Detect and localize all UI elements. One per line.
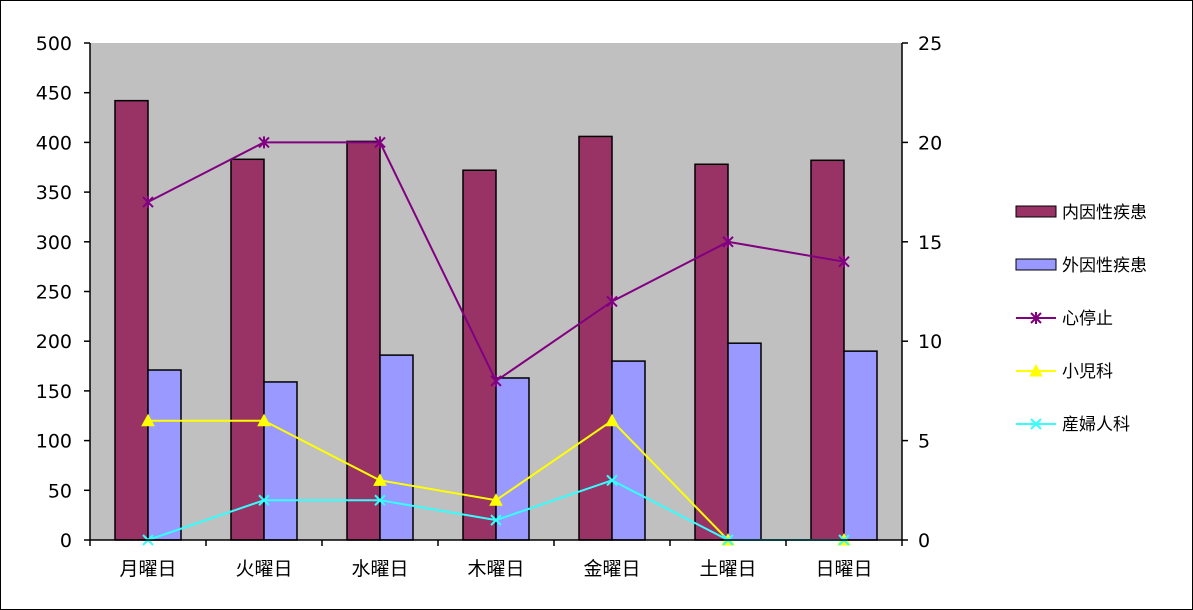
y2-tick-label: 20 [918,132,942,154]
y2-tick-label: 0 [918,530,930,552]
bar-外因性疾患-木曜日 [495,377,530,541]
point-心停止-水曜日 [374,136,386,149]
bar-内因性疾患-火曜日 [230,158,265,541]
point-小児科-木曜日 [489,493,503,506]
bar-外因性疾患-水曜日 [379,354,414,541]
point-心停止-金曜日 [606,295,618,308]
bar-外因性疾患-土曜日 [727,342,762,541]
point-小児科-火曜日 [257,413,271,427]
bar-内因性疾患-木曜日 [462,169,497,541]
y-tick-label: 0 [60,530,72,552]
legend-marker-産婦人科 [1030,418,1042,430]
point-心停止-月曜日 [142,196,154,209]
x-tick-label: 水曜日 [351,558,408,580]
legend-marker-小児科 [1029,363,1043,377]
legend-label: 産婦人科 [1062,415,1130,435]
legend-label: 外因性疾患 [1062,256,1147,276]
legend-swatch-内因性疾患 [1015,205,1057,218]
point-心停止-木曜日 [490,374,502,387]
legend-label: 小児科 [1062,362,1113,382]
point-心停止-日曜日 [838,255,850,268]
y-tick-label: 200 [36,331,72,353]
bar-内因性疾患-金曜日 [578,135,613,541]
y-tick-label: 250 [36,282,72,304]
legend-swatch-外因性疾患 [1015,258,1057,271]
y2-tick-label: 10 [918,331,942,353]
point-産婦人科-木曜日 [490,514,502,526]
bar-外因性疾患-金曜日 [611,360,646,541]
point-小児科-月曜日 [141,413,155,427]
x-tick-label: 月曜日 [119,558,176,580]
legend-marker-心停止 [1030,312,1042,324]
bar-内因性疾患-日曜日 [810,159,845,541]
point-産婦人科-水曜日 [374,494,386,506]
y2-tick-label: 15 [918,232,942,254]
point-産婦人科-火曜日 [258,494,270,506]
x-tick-label: 木曜日 [467,558,524,580]
x-tick-label: 日曜日 [815,558,872,580]
legend-label: 内因性疾患 [1062,203,1147,223]
point-心停止-火曜日 [258,136,270,149]
y-tick-label: 100 [36,431,72,453]
point-心停止-土曜日 [722,235,734,248]
x-tick-label: 金曜日 [583,558,640,580]
y-tick-label: 400 [36,132,72,154]
y-tick-label: 300 [36,232,72,254]
bar-外因性疾患-月曜日 [147,369,182,541]
bar-外因性疾患-火曜日 [263,381,298,541]
point-小児科-金曜日 [605,413,619,427]
y-tick-label: 450 [36,83,72,105]
point-産婦人科-金曜日 [606,474,618,487]
bar-内因性疾患-月曜日 [114,99,149,541]
bar-内因性疾患-土曜日 [694,163,729,541]
y2-tick-label: 5 [918,431,930,453]
point-小児科-水曜日 [373,473,387,486]
y-tick-label: 150 [36,381,72,403]
y2-tick-label: 25 [918,33,942,55]
bar-内因性疾患-水曜日 [346,140,381,541]
bar-外因性疾患-日曜日 [843,350,878,541]
y-tick-label: 50 [48,480,72,502]
y-tick-label: 500 [36,33,72,55]
x-tick-label: 火曜日 [235,558,292,580]
legend-label: 心停止 [1062,309,1113,329]
x-tick-label: 土曜日 [699,558,756,580]
y-tick-label: 350 [36,182,72,204]
